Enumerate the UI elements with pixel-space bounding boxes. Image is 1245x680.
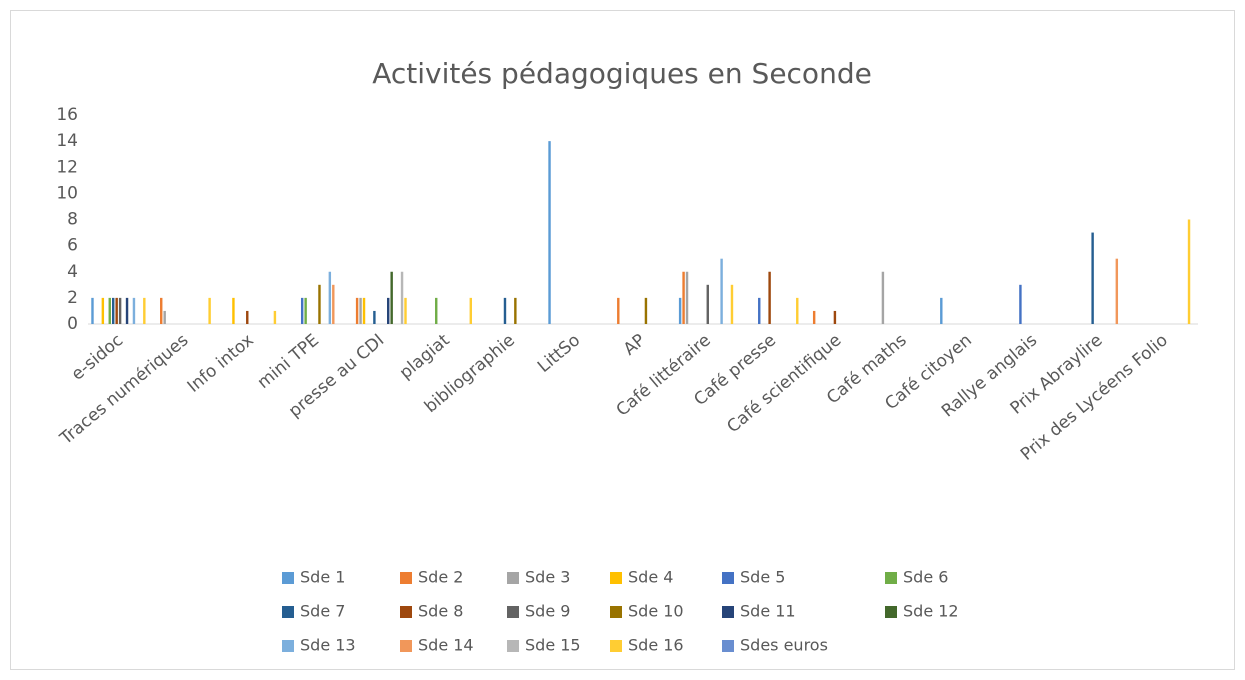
legend-label: Sde 3 [525, 568, 570, 587]
legend-swatch [722, 606, 734, 618]
bar [514, 297, 517, 324]
legend-swatch [722, 572, 734, 584]
bar [132, 297, 136, 324]
y-tick-label: 16 [56, 105, 78, 125]
bar [208, 297, 211, 324]
bar [304, 297, 307, 324]
y-tick-label: 10 [56, 183, 78, 203]
legend-label: Sde 2 [418, 568, 463, 587]
legend-label: Sdes euros [740, 636, 828, 655]
legend-label: Sde 13 [300, 636, 356, 655]
legend-swatch [507, 606, 519, 618]
bar [400, 271, 404, 324]
bar [359, 297, 362, 324]
legend-swatch [282, 572, 294, 584]
bar [940, 297, 943, 324]
legend-swatch [885, 572, 897, 584]
bar [115, 297, 118, 324]
legend-swatch [722, 640, 734, 652]
legend-swatch [400, 572, 412, 584]
bar [503, 297, 507, 324]
legend-swatch [282, 640, 294, 652]
y-tick-label: 2 [67, 288, 78, 308]
y-tick-label: 0 [67, 314, 78, 334]
legend-label: Sde 8 [418, 602, 463, 621]
bar [682, 271, 685, 324]
legend-label: Sde 11 [740, 602, 796, 621]
bar [273, 310, 277, 324]
legend-label: Sde 9 [525, 602, 570, 621]
legend-swatch [507, 640, 519, 652]
legend-swatch [610, 572, 622, 584]
legend-label: Sde 16 [628, 636, 684, 655]
bar [108, 297, 111, 324]
legend-swatch [400, 640, 412, 652]
bar [469, 297, 473, 324]
bar [318, 284, 321, 324]
bar [685, 271, 689, 324]
bar [812, 310, 816, 324]
y-tick-label: 6 [67, 236, 78, 256]
bar [101, 297, 105, 324]
bar [300, 297, 304, 324]
bar [332, 284, 335, 324]
bar [617, 297, 620, 324]
bar [362, 297, 366, 324]
legend-swatch [885, 606, 897, 618]
legend-label: Sde 4 [628, 568, 673, 587]
bar [112, 297, 115, 324]
legend-label: Sde 1 [300, 568, 345, 587]
y-tick-label: 12 [56, 157, 78, 177]
bar [160, 297, 163, 324]
bar [548, 141, 551, 324]
bar [768, 271, 771, 324]
bar [163, 310, 166, 324]
legend-label: Sde 10 [628, 602, 684, 621]
bar [355, 297, 359, 324]
bar [1019, 284, 1022, 324]
legend-swatch [282, 606, 294, 618]
bar [125, 297, 129, 324]
bar [91, 297, 94, 324]
bar [1091, 232, 1094, 324]
chart-title: Activités pédagogiques en Seconde [372, 57, 872, 90]
bar [881, 271, 885, 324]
legend-swatch [610, 606, 622, 618]
legend-label: Sde 12 [903, 602, 959, 621]
chart-frame [10, 10, 1235, 670]
legend-label: Sde 6 [903, 568, 948, 587]
bar [328, 271, 332, 324]
bar [678, 297, 682, 324]
bar [720, 258, 723, 324]
legend-swatch [610, 640, 622, 652]
bar [833, 310, 837, 324]
legend-label: Sde 15 [525, 636, 581, 655]
bar [387, 297, 390, 324]
bar [390, 271, 393, 324]
bar [118, 297, 122, 324]
y-tick-label: 4 [67, 262, 78, 282]
bar [796, 297, 799, 324]
bar [404, 297, 407, 324]
legend-label: Sde 5 [740, 568, 785, 587]
legend-swatch [400, 606, 412, 618]
bar [246, 310, 249, 324]
bar [1187, 219, 1191, 324]
legend-label: Sde 7 [300, 602, 345, 621]
bar [644, 297, 648, 324]
bar [232, 297, 235, 324]
bar [758, 297, 761, 324]
bar [435, 297, 438, 324]
legend-swatch [507, 572, 519, 584]
y-tick-label: 14 [56, 131, 78, 151]
y-tick-label: 8 [67, 210, 78, 230]
bar [373, 310, 376, 324]
legend-label: Sde 14 [418, 636, 474, 655]
bar [706, 284, 709, 324]
bar [1115, 258, 1119, 324]
bar [730, 284, 734, 324]
bar [143, 297, 146, 324]
